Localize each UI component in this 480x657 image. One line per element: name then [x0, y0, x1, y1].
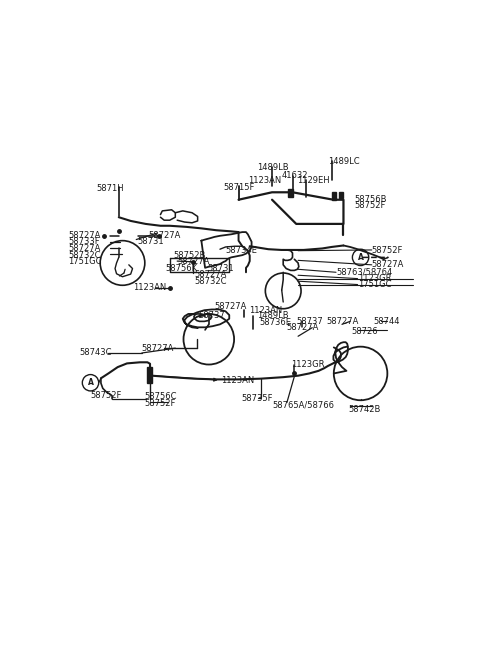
Text: 58727A: 58727A [194, 271, 226, 279]
Text: 58731: 58731 [137, 237, 164, 246]
Text: 58763/58764: 58763/58764 [336, 268, 392, 277]
Text: 58727A: 58727A [148, 231, 181, 240]
Bar [332, 192, 336, 200]
Text: 58743C: 58743C [79, 348, 112, 357]
Bar [147, 367, 152, 383]
Text: 58715F: 58715F [224, 183, 255, 192]
Text: 58742B: 58742B [348, 405, 381, 414]
Bar [339, 192, 344, 198]
Text: A: A [87, 378, 94, 387]
Text: 58727A: 58727A [68, 244, 100, 253]
Text: 58727A: 58727A [372, 260, 404, 269]
Text: A: A [358, 253, 363, 262]
Text: 41632: 41632 [282, 171, 309, 180]
Text: 58733F: 58733F [68, 237, 100, 246]
Text: 1123AN: 1123AN [133, 283, 166, 292]
Text: 58727A: 58727A [326, 317, 359, 326]
Text: 1129EH: 1129EH [297, 176, 330, 185]
Text: 58752F: 58752F [372, 246, 403, 255]
Text: 58734E: 58734E [225, 246, 257, 255]
Text: 58727A: 58727A [215, 302, 247, 311]
Text: 58727A: 58727A [68, 231, 100, 240]
Text: 58756K: 58756K [165, 263, 197, 273]
Text: 58744: 58744 [373, 317, 400, 326]
Text: 1123GR: 1123GR [290, 360, 324, 369]
Text: 1123AN: 1123AN [248, 176, 281, 185]
Text: 1489LC: 1489LC [328, 157, 360, 166]
Text: 58726: 58726 [351, 327, 378, 336]
Text: 58737: 58737 [198, 311, 225, 319]
Text: 58736E: 58736E [260, 317, 292, 327]
Text: 1751GC: 1751GC [358, 280, 391, 289]
Text: 58752F: 58752F [91, 392, 122, 400]
Text: 58737: 58737 [296, 317, 323, 326]
Text: 1123AN: 1123AN [221, 376, 254, 384]
Text: 58756C: 58756C [145, 392, 177, 401]
Text: 58752F: 58752F [145, 399, 176, 408]
Text: 1751GC: 1751GC [68, 257, 102, 265]
Text: 58732C: 58732C [68, 251, 101, 260]
Text: 58765A/58766: 58765A/58766 [273, 401, 335, 409]
Bar [288, 189, 293, 197]
Text: 1489LB: 1489LB [257, 163, 289, 172]
Text: 58731: 58731 [207, 263, 234, 273]
Text: 58752F: 58752F [354, 201, 385, 210]
Text: 58752B: 58752B [173, 252, 206, 260]
Text: 58727A: 58727A [177, 258, 210, 266]
Text: 58727A: 58727A [286, 323, 319, 332]
Text: 58735F: 58735F [241, 394, 273, 403]
Text: 58732C: 58732C [194, 277, 227, 286]
Text: 1489LB: 1489LB [257, 311, 289, 321]
Text: 58727A: 58727A [142, 344, 174, 353]
Text: 58756B: 58756B [354, 195, 386, 204]
Text: 5871H: 5871H [96, 184, 124, 193]
Text: 1123AN: 1123AN [249, 306, 282, 315]
Text: 1123GR: 1123GR [358, 274, 391, 283]
